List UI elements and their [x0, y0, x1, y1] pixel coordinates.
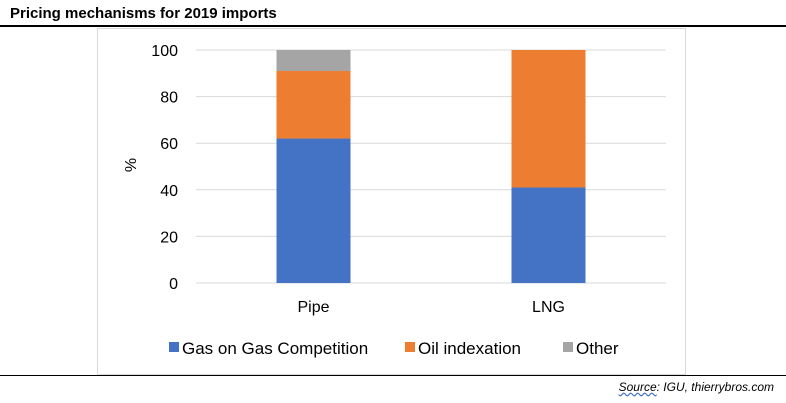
- y-tick-label: 80: [160, 90, 178, 107]
- legend-label: Gas on Gas Competition: [182, 339, 368, 358]
- bar-pipe-other: [276, 50, 351, 71]
- y-ticks: 0 20 40 60 80 100: [151, 43, 178, 293]
- x-category-label: LNG: [532, 299, 565, 316]
- chart-area: [97, 28, 686, 375]
- x-category-label: Pipe: [297, 299, 329, 316]
- source-prefix: Source: [618, 380, 657, 394]
- title-divider: [0, 25, 786, 27]
- y-tick-label: 60: [160, 136, 178, 153]
- source-note: Source: IGU, thierrybros.com: [619, 380, 774, 394]
- footer-divider: [0, 375, 786, 376]
- y-tick-label: 0: [169, 276, 178, 293]
- bar-pipe-oil-indexation: [276, 70, 351, 139]
- bar-pipe-gas-on-gas-competition: [276, 138, 351, 283]
- legend: Gas on Gas Competition Oil indexation Othe…: [169, 339, 619, 358]
- x-categories: Pipe LNG: [297, 299, 564, 316]
- y-tick-label: 100: [151, 43, 178, 60]
- bar-lng-oil-indexation: [511, 50, 586, 188]
- bars: [276, 50, 586, 283]
- chart-title: Pricing mechanisms for 2019 imports: [10, 5, 277, 22]
- gridlines: [196, 49, 666, 284]
- legend-swatch: [169, 342, 179, 352]
- y-tick-label: 40: [160, 183, 178, 200]
- legend-label: Oil indexation: [418, 339, 521, 358]
- legend-label: Other: [576, 339, 619, 358]
- source-text: : IGU, thierrybros.com: [656, 380, 774, 394]
- y-axis-title: %: [123, 158, 140, 172]
- legend-swatch: [563, 342, 573, 352]
- bar-lng-gas-on-gas-competition: [511, 187, 586, 283]
- y-tick-label: 20: [160, 229, 178, 246]
- legend-swatch: [405, 342, 415, 352]
